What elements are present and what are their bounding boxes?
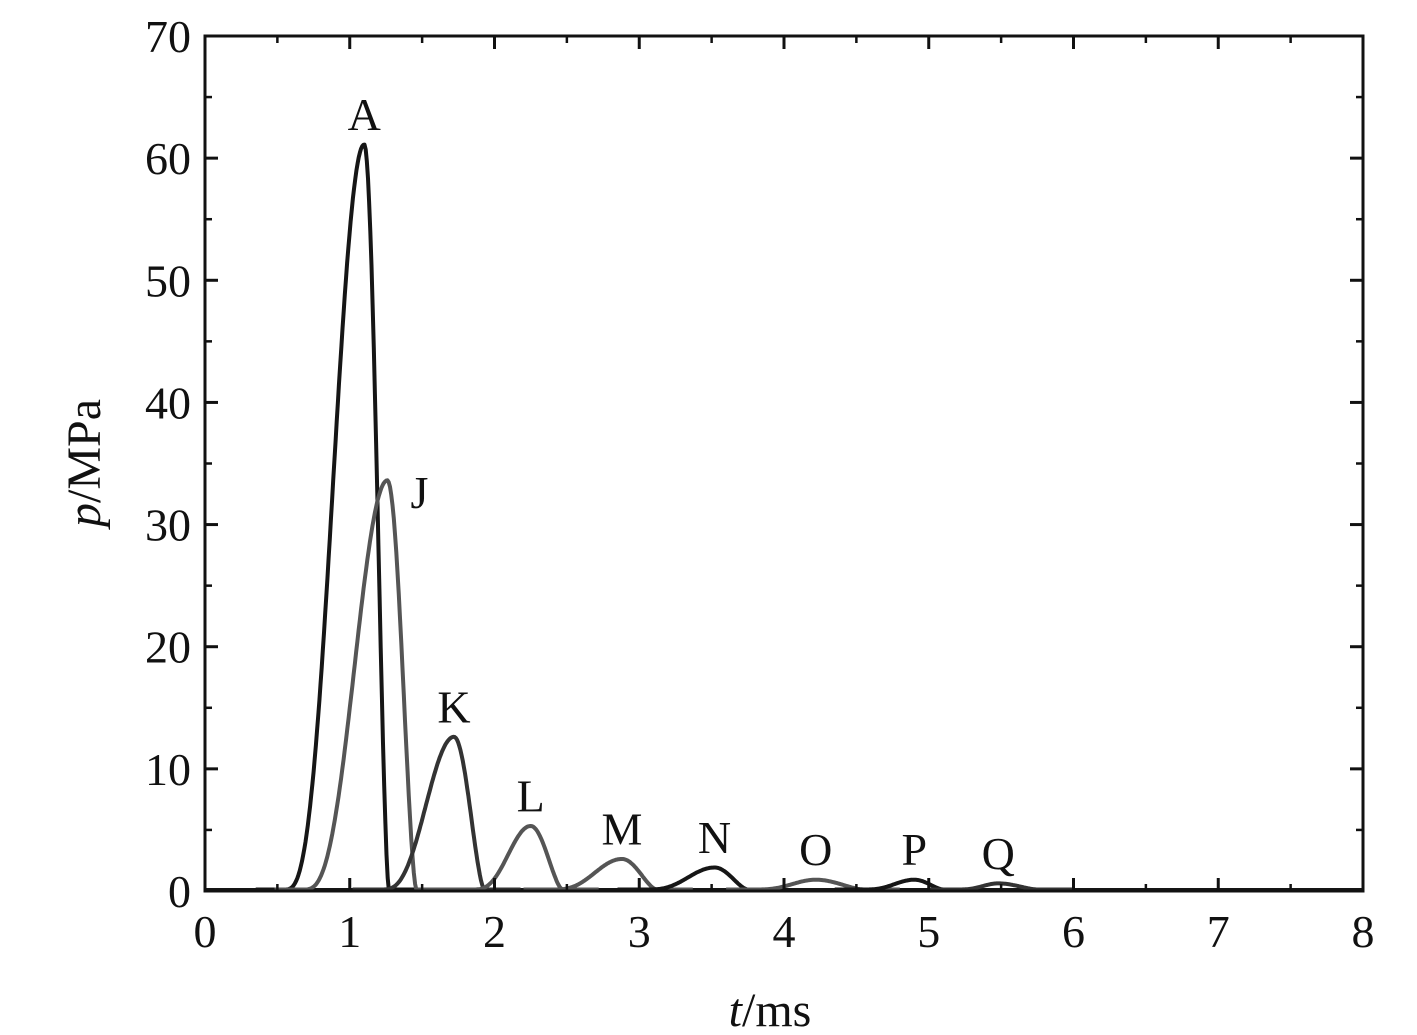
peak-label-p: P bbox=[902, 824, 928, 875]
peak-label-l: L bbox=[517, 771, 545, 822]
peak-label-k: K bbox=[437, 681, 470, 732]
series-curve-o bbox=[726, 877, 900, 892]
y-tick-label: 40 bbox=[145, 377, 191, 428]
peak-label-n: N bbox=[698, 812, 731, 863]
series-curve-l bbox=[443, 824, 599, 892]
x-tick-label: 0 bbox=[194, 906, 217, 957]
curves-layer bbox=[205, 142, 1363, 892]
y-tick-label: 20 bbox=[145, 622, 191, 673]
x-axis-var: t bbox=[729, 984, 744, 1035]
x-tick-label: 2 bbox=[483, 906, 506, 957]
y-tick-label: 10 bbox=[145, 744, 191, 795]
x-tick-label: 7 bbox=[1207, 906, 1230, 957]
series-curve-m bbox=[523, 857, 693, 892]
axes-layer: 0 1 2 3 4 5 6 7 8 0 10 20 30 40 50 60 70 bbox=[145, 11, 1375, 957]
peak-label-m: M bbox=[601, 804, 642, 855]
x-axis-label: t/ms bbox=[729, 984, 812, 1035]
peak-label-q: Q bbox=[982, 828, 1015, 879]
series-curve-j bbox=[274, 478, 453, 892]
series-curve-a bbox=[255, 142, 425, 892]
y-tick-label: 0 bbox=[168, 866, 191, 917]
series-curve-p bbox=[834, 877, 980, 892]
plot-frame bbox=[203, 34, 1365, 893]
x-tick-label: 3 bbox=[628, 906, 651, 957]
peak-labels-layer: A J KL M N O P Q bbox=[348, 89, 1015, 879]
x-tick-label: 1 bbox=[338, 906, 361, 957]
series-curve-k bbox=[352, 734, 521, 892]
x-tick-label: 8 bbox=[1352, 906, 1375, 957]
y-axis-label: p/MPa bbox=[58, 399, 111, 530]
series-curve-q bbox=[928, 881, 1074, 892]
peak-label-a: A bbox=[348, 89, 381, 140]
y-axis-var: p bbox=[58, 503, 111, 530]
y-tick-label: 30 bbox=[145, 500, 191, 551]
y-tick-label: 70 bbox=[145, 11, 191, 62]
x-tick-label: 5 bbox=[917, 906, 940, 957]
y-axis-unit: /MPa bbox=[58, 399, 111, 503]
peak-label-o: O bbox=[799, 824, 832, 875]
y-tick-label: 60 bbox=[145, 133, 191, 184]
x-axis-unit: /ms bbox=[742, 984, 811, 1035]
x-tick-label: 4 bbox=[773, 906, 796, 957]
series-curve-n bbox=[617, 865, 784, 892]
peak-label-j: J bbox=[410, 467, 428, 518]
y-tick-label: 50 bbox=[145, 255, 191, 306]
x-tick-label: 6 bbox=[1062, 906, 1085, 957]
